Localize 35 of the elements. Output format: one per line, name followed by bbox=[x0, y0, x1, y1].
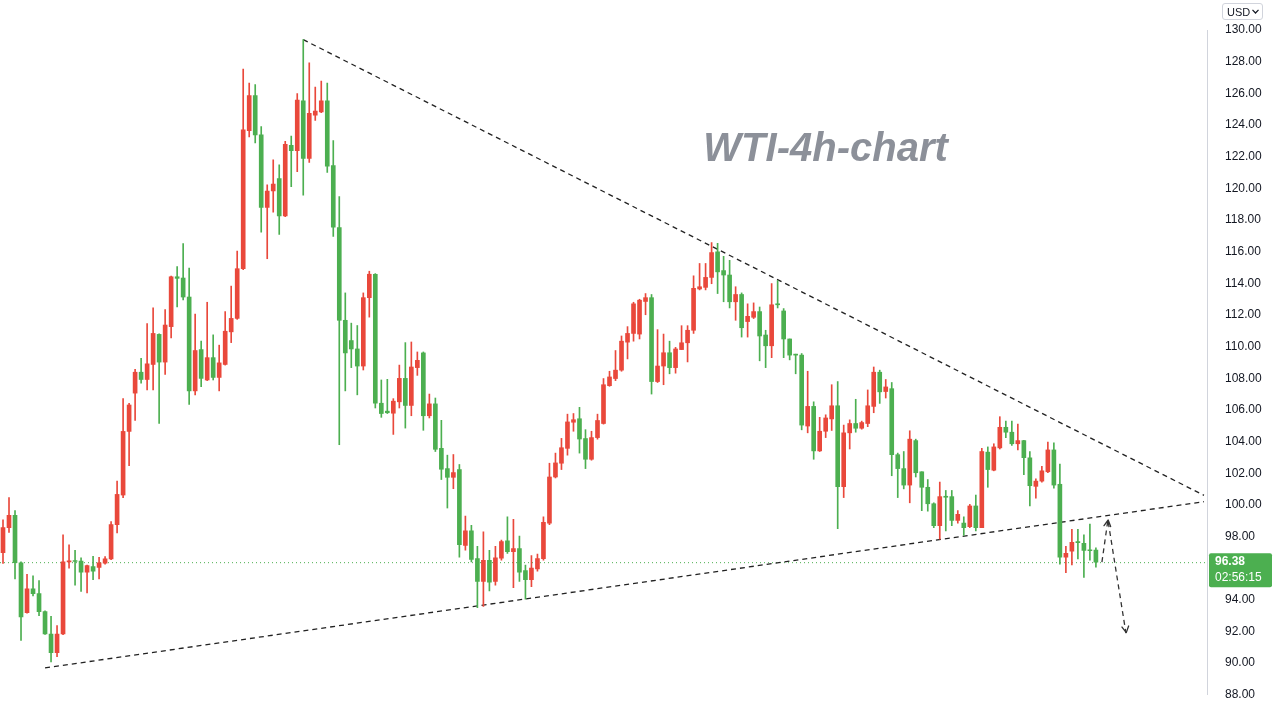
y-tick-label: 92.00 bbox=[1225, 623, 1256, 638]
y-tick-label: 112.00 bbox=[1225, 307, 1262, 322]
y-tick-label: 130.00 bbox=[1225, 22, 1263, 37]
candlestick bbox=[1087, 523, 1093, 561]
y-tick-label: 126.00 bbox=[1225, 85, 1263, 100]
text: WTI-4h-chart bbox=[703, 124, 950, 169]
y-tick-label: 106.00 bbox=[1225, 402, 1263, 417]
candlestick bbox=[288, 135, 294, 188]
candlestick bbox=[853, 398, 859, 433]
y-tick-label: 128.00 bbox=[1225, 53, 1263, 68]
y-tick-label: 88.00 bbox=[1225, 687, 1256, 702]
candlestick bbox=[174, 266, 180, 308]
y-tick-label: 90.00 bbox=[1225, 655, 1256, 670]
candlestick bbox=[354, 325, 360, 396]
ref-line-label: 96.38 bbox=[1215, 554, 1246, 569]
y-tick-label: 120.00 bbox=[1225, 180, 1263, 195]
candlestick bbox=[264, 184, 270, 260]
y-tick-label: 124.00 bbox=[1225, 117, 1263, 132]
candlestick bbox=[90, 555, 96, 580]
y-tick-label: 118.00 bbox=[1225, 212, 1262, 227]
y-tick-label: 102.00 bbox=[1225, 465, 1263, 480]
y-tick-label: 122.00 bbox=[1225, 148, 1263, 163]
candlestick bbox=[1063, 546, 1069, 574]
y-tick-label: 104.00 bbox=[1225, 433, 1263, 448]
y-axis-title: USD bbox=[1227, 5, 1251, 18]
y-tick-label: 110.00 bbox=[1225, 338, 1262, 353]
y-tick-label: 98.00 bbox=[1225, 528, 1256, 543]
y-tick-label: 116.00 bbox=[1225, 243, 1262, 258]
y-tick-label: 100.00 bbox=[1225, 497, 1263, 512]
text: 02:56:15 bbox=[1215, 570, 1263, 585]
y-tick-label: 108.00 bbox=[1225, 370, 1263, 385]
candlestick bbox=[1075, 528, 1081, 560]
candlestick bbox=[270, 159, 276, 213]
y-tick-label: 114.00 bbox=[1225, 275, 1262, 290]
y-tick-label: 94.00 bbox=[1225, 592, 1256, 607]
